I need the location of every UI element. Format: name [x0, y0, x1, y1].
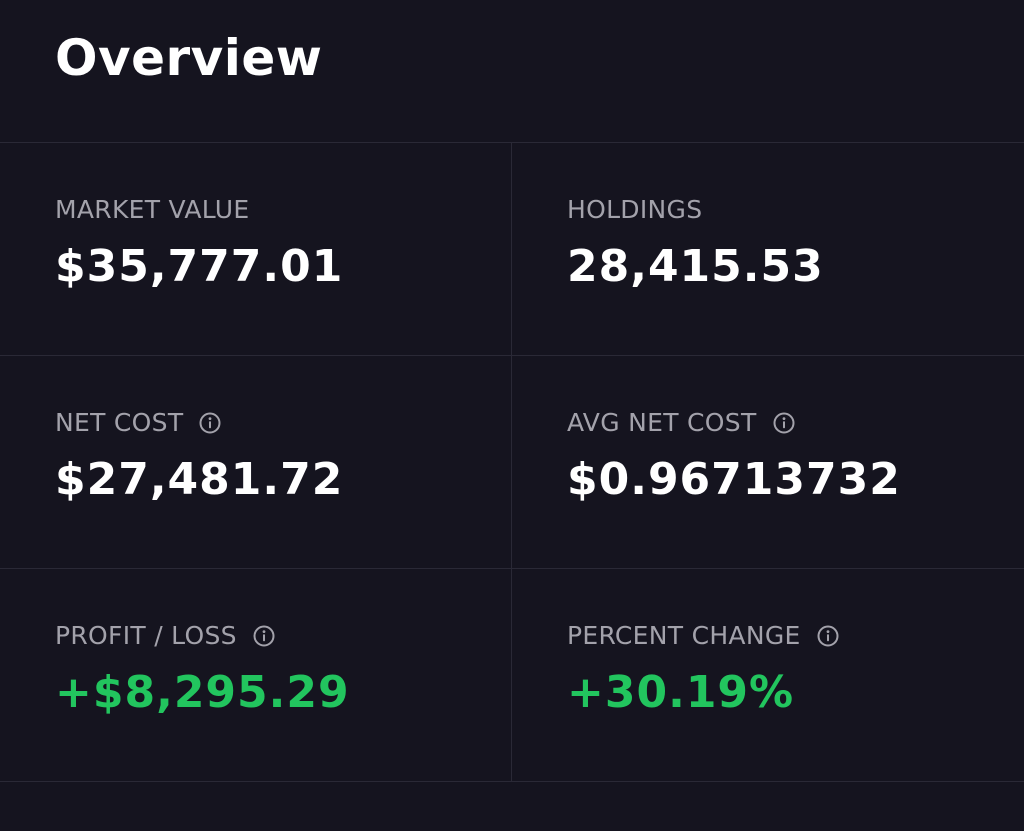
stats-grid: MARKET VALUE $35,777.01 HOLDINGS 28,415.…: [0, 143, 1024, 782]
stat-label: PERCENT CHANGE: [567, 621, 801, 650]
stat-profit-loss: PROFIT / LOSS +$8,295.29: [0, 569, 512, 782]
stat-value: 28,415.53: [567, 241, 824, 292]
stat-label-row: PERCENT CHANGE: [567, 621, 839, 650]
stat-label: PROFIT / LOSS: [55, 621, 237, 650]
stat-value: +$8,295.29: [55, 667, 350, 718]
stat-label: NET COST: [55, 408, 184, 437]
stat-label: HOLDINGS: [567, 195, 703, 224]
stat-value: $27,481.72: [55, 454, 344, 505]
stat-holdings: HOLDINGS 28,415.53: [512, 143, 1024, 356]
page-title: Overview: [55, 29, 323, 87]
stat-label-row: PROFIT / LOSS: [55, 621, 275, 650]
info-icon[interactable]: [199, 412, 221, 434]
stat-label-row: AVG NET COST: [567, 408, 795, 437]
info-icon[interactable]: [253, 625, 275, 647]
stat-label-row: HOLDINGS: [567, 195, 702, 224]
stat-net-cost: NET COST $27,481.72: [0, 356, 512, 569]
stat-value: +30.19%: [567, 667, 795, 718]
info-icon[interactable]: [817, 625, 839, 647]
stat-value: $35,777.01: [55, 241, 344, 292]
stat-label: MARKET VALUE: [55, 195, 250, 224]
stat-percent-change: PERCENT CHANGE +30.19%: [512, 569, 1024, 782]
stat-label: AVG NET COST: [567, 408, 757, 437]
overview-header: Overview: [0, 0, 1024, 143]
stat-avg-net-cost: AVG NET COST $0.96713732: [512, 356, 1024, 569]
stat-value: $0.96713732: [567, 454, 901, 505]
stat-label-row: NET COST: [55, 408, 221, 437]
stat-label-row: MARKET VALUE: [55, 195, 249, 224]
info-icon[interactable]: [773, 412, 795, 434]
stat-market-value: MARKET VALUE $35,777.01: [0, 143, 512, 356]
